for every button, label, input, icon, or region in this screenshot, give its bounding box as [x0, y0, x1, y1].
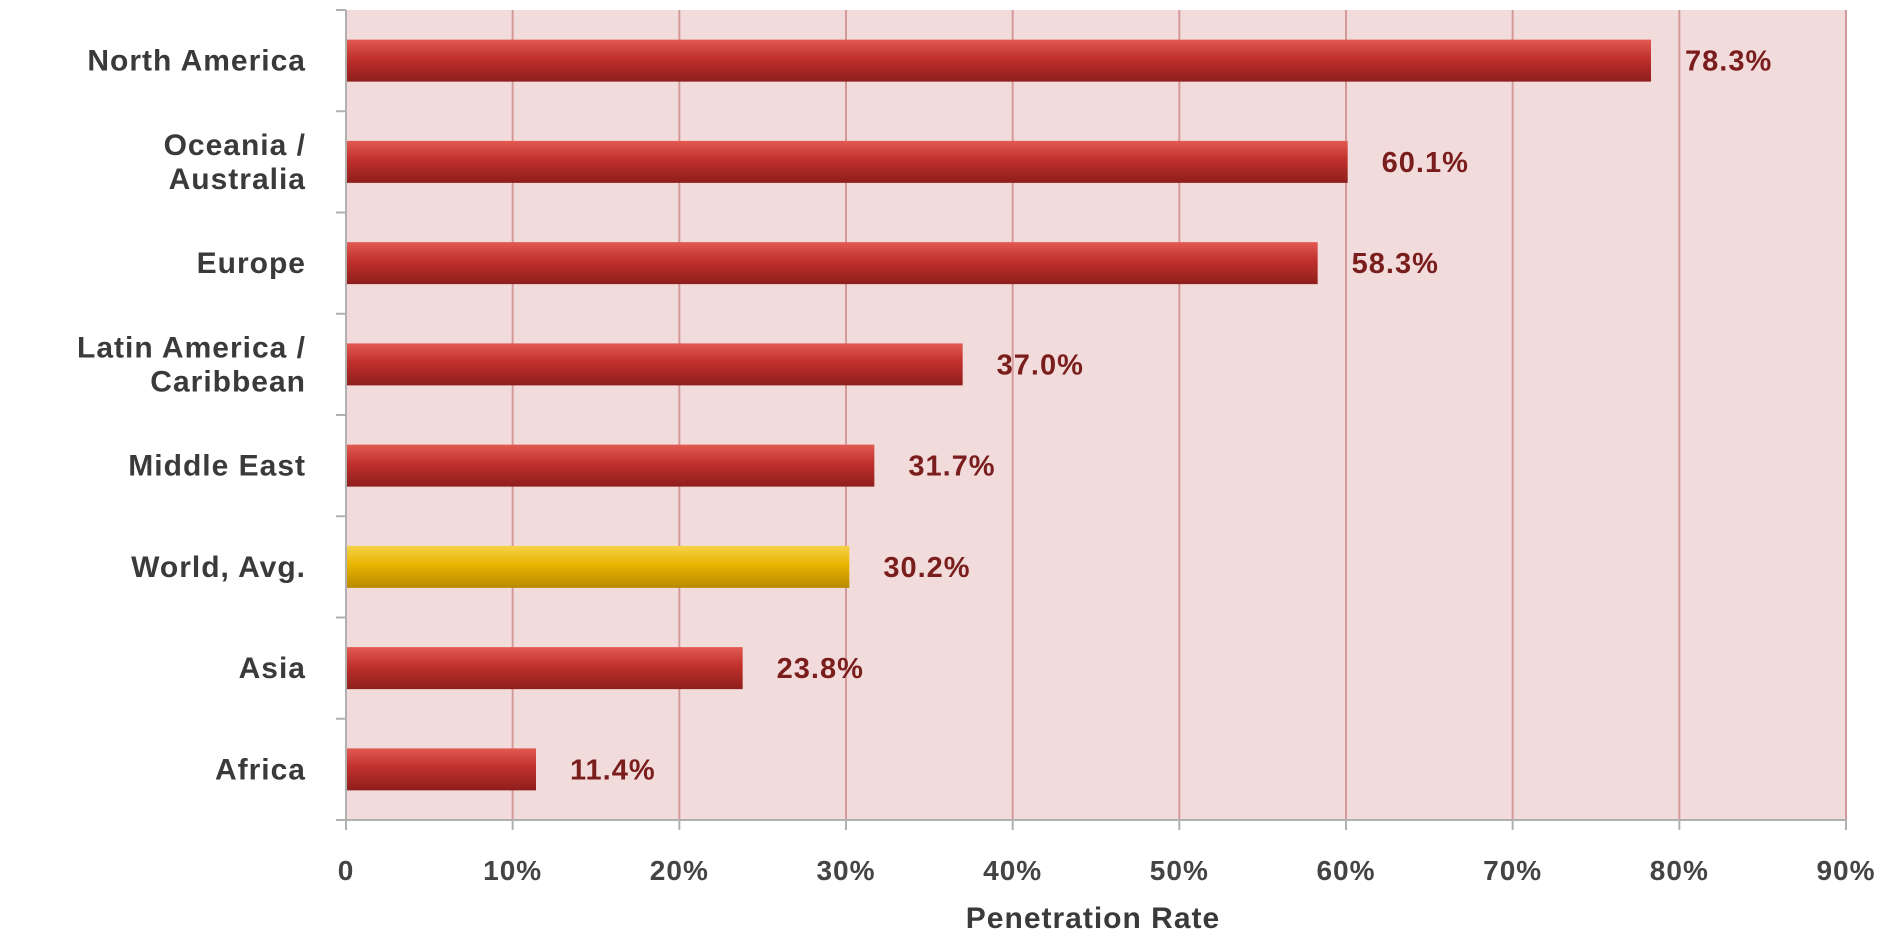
category-label-line: Middle East	[128, 450, 306, 483]
category-label-line: Europe	[197, 247, 306, 280]
value-label: 30.2%	[883, 552, 970, 584]
x-tick-label: 0	[338, 855, 355, 886]
x-tick-label: 50%	[1150, 855, 1209, 886]
category-label: Middle East	[128, 450, 306, 483]
x-tick-labels: 0 10% 20% 30% 40% 50% 60% 70% 80% 90%	[338, 855, 1875, 886]
bar-europe	[346, 242, 1318, 285]
x-tick-label: 80%	[1650, 855, 1709, 886]
bar-oceania-australia	[346, 140, 1348, 183]
bar-latin-america-caribbean	[346, 343, 963, 386]
category-label-line: Latin America /	[77, 331, 306, 364]
category-label-line: North America	[87, 45, 306, 78]
value-labels: 78.3% 60.1% 58.3% 37.0% 31.7% 30.2% 23.8% 11.4%	[570, 46, 1772, 787]
bar-north-america	[346, 39, 1651, 82]
x-tick-label: 20%	[650, 855, 709, 886]
bar-asia	[346, 647, 743, 690]
x-tick-label: 90%	[1816, 855, 1875, 886]
category-label-line: Asia	[239, 652, 306, 685]
category-label: Oceania / Australia	[164, 129, 306, 196]
value-label: 37.0%	[997, 349, 1084, 381]
category-label: Europe	[197, 247, 306, 280]
plot-background	[346, 10, 1846, 820]
category-label: World, Avg.	[131, 551, 306, 584]
category-label: North America	[87, 45, 306, 78]
bar-africa	[346, 748, 536, 791]
x-tick-label: 10%	[483, 855, 542, 886]
value-label: 58.3%	[1352, 248, 1439, 280]
x-tick-label: 60%	[1316, 855, 1375, 886]
x-tick-label: 40%	[983, 855, 1042, 886]
category-label-line: Caribbean	[141, 365, 306, 398]
category-label: Latin America / Caribbean	[77, 331, 306, 398]
category-label: Africa	[215, 753, 306, 786]
value-label: 60.1%	[1382, 147, 1469, 179]
x-axis-title: Penetration Rate	[966, 902, 1220, 935]
value-label: 78.3%	[1685, 46, 1772, 78]
category-label-line: Australia	[169, 163, 306, 196]
x-tick-label: 70%	[1483, 855, 1542, 886]
value-label: 11.4%	[570, 754, 656, 786]
bars	[346, 39, 1651, 791]
category-label: Asia	[239, 652, 306, 685]
bar-world-avg	[346, 545, 850, 588]
category-label-line: Oceania /	[164, 129, 306, 162]
category-label-line: Africa	[215, 753, 306, 786]
value-label: 23.8%	[777, 653, 864, 685]
axes	[336, 9, 1847, 830]
x-tick-label: 30%	[816, 855, 875, 886]
value-label: 31.7%	[908, 451, 995, 483]
category-labels: North America Oceania / Australia Europe Lat…	[77, 45, 306, 787]
bar-middle-east	[346, 444, 875, 487]
category-label-line: World, Avg.	[131, 551, 306, 584]
